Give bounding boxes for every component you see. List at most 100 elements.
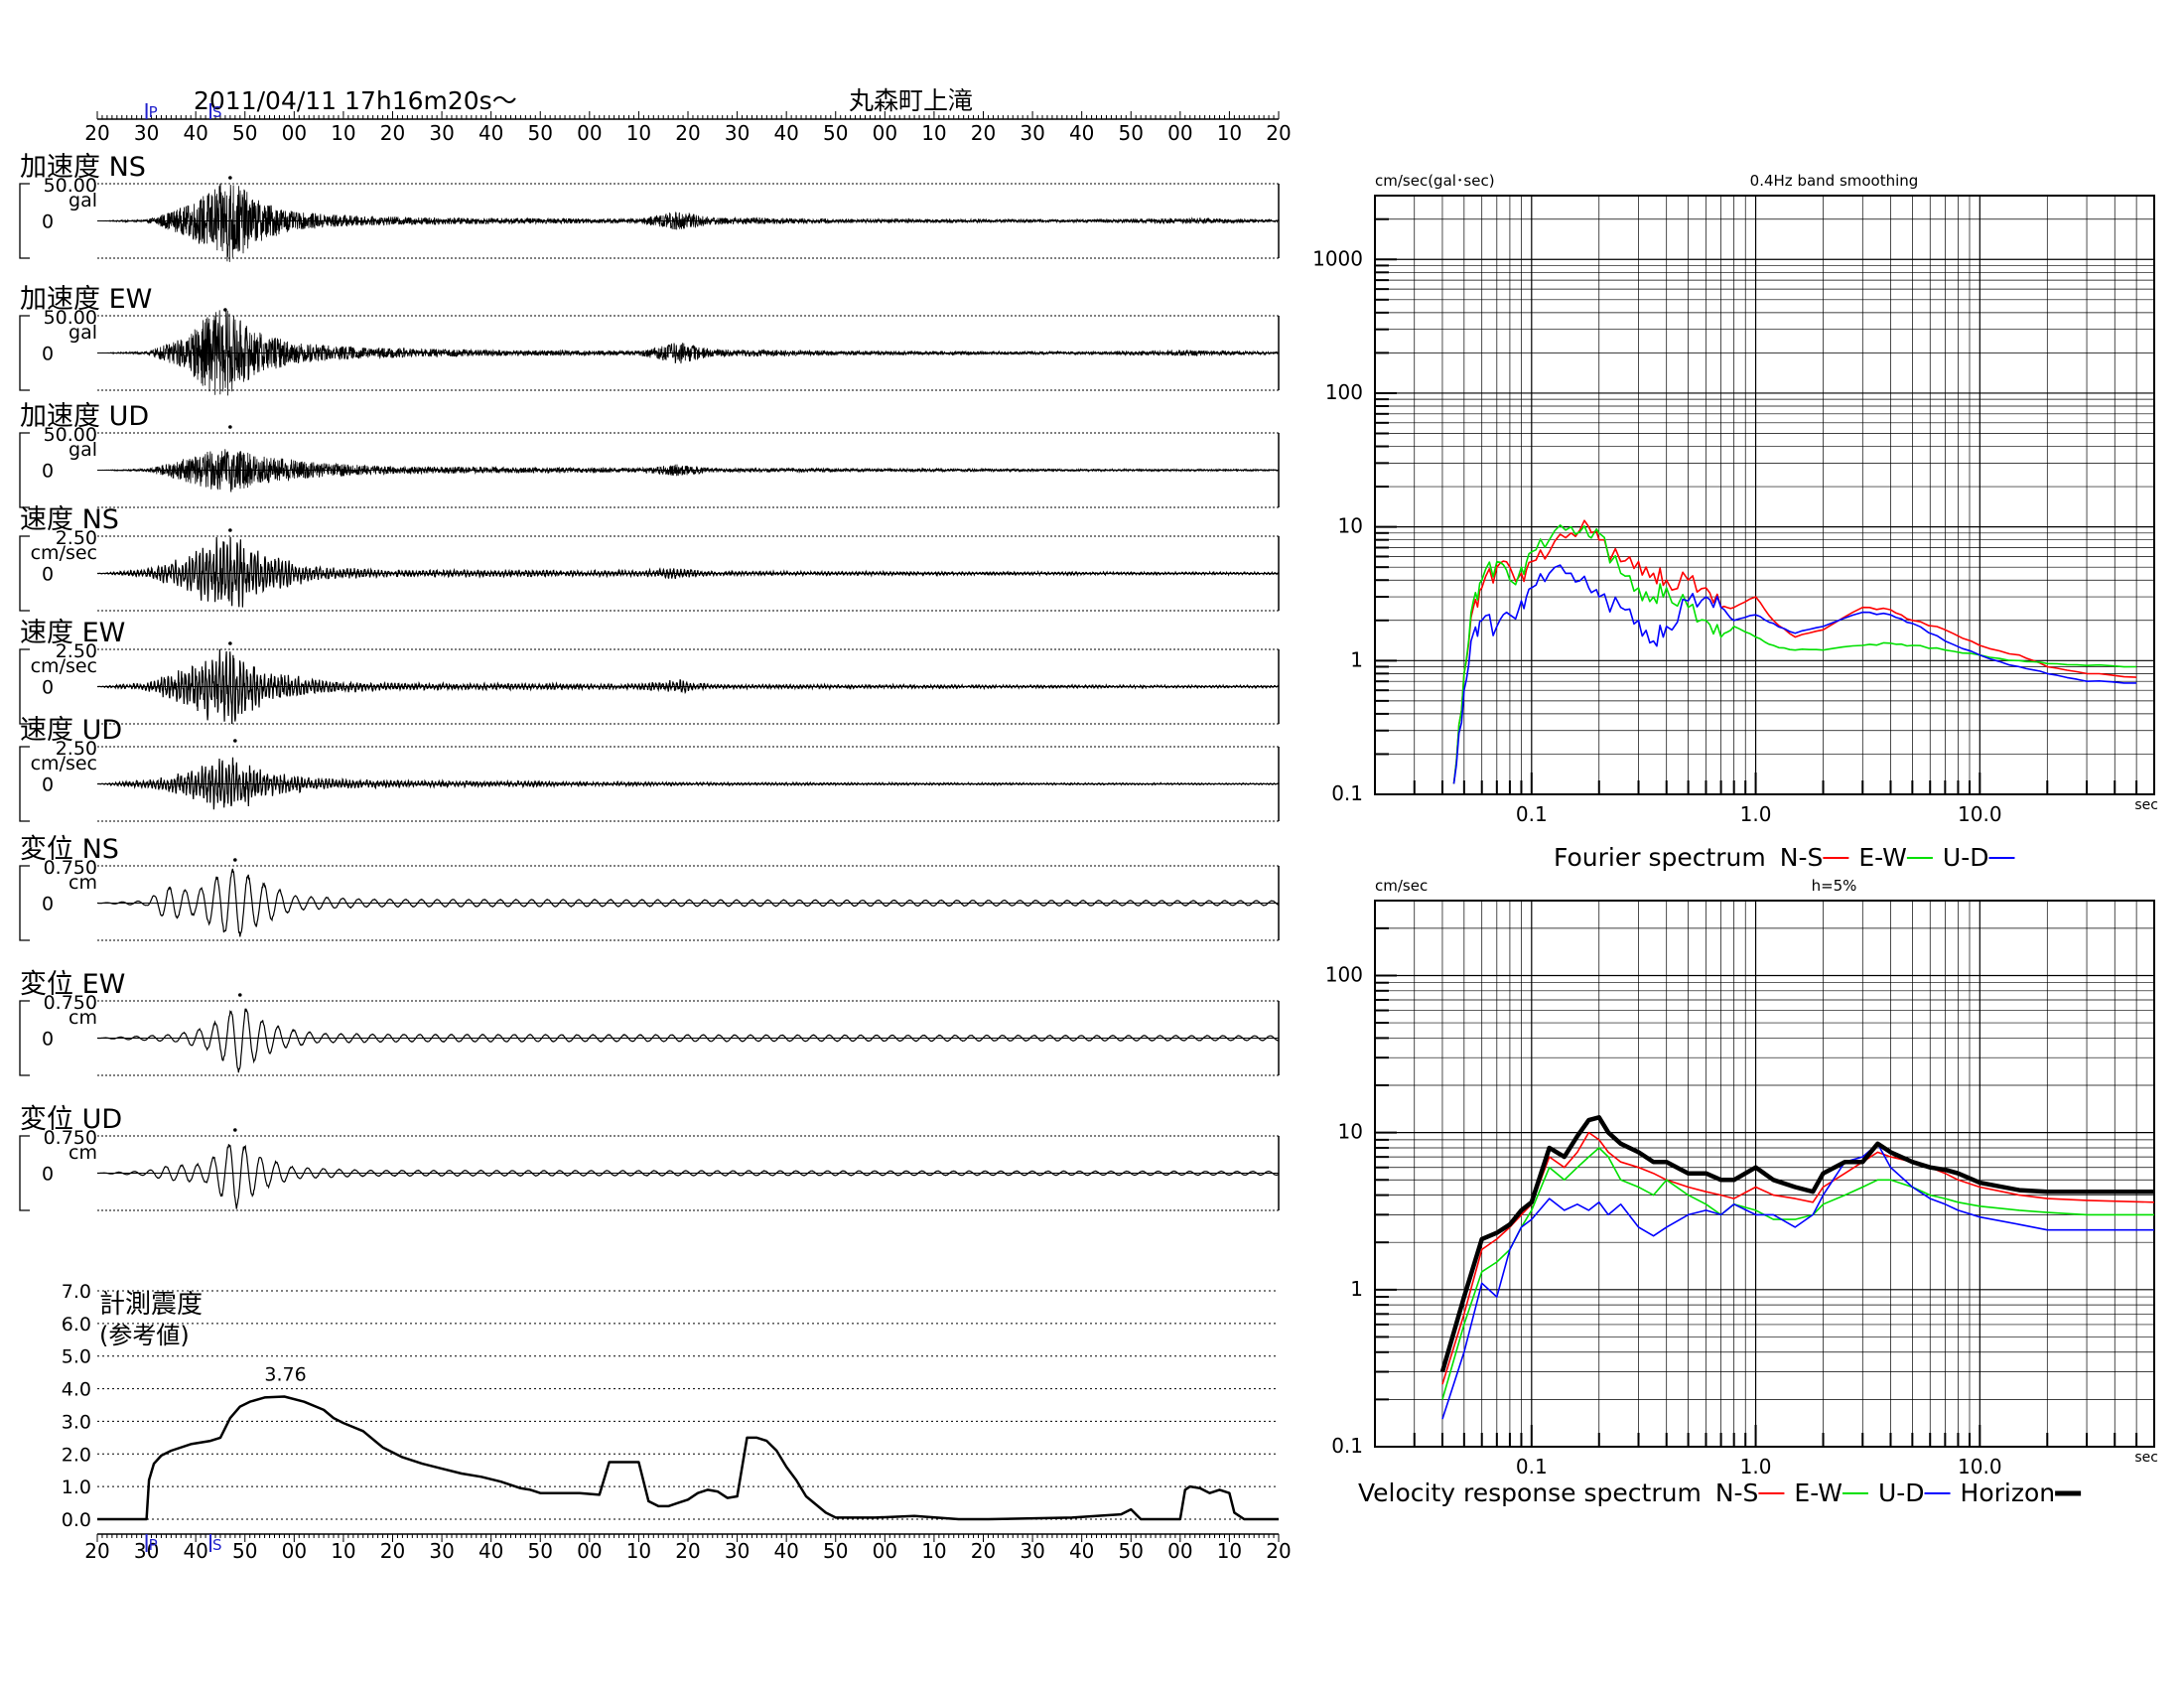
- series-u-d-line: [1441, 1143, 2154, 1420]
- trace-peak-marker: [228, 641, 232, 645]
- trace-title: 速度 EW: [20, 618, 125, 648]
- top-axis-tick-label: 00: [577, 121, 602, 145]
- bottom-axis-p-marker-label: P: [149, 1536, 158, 1554]
- x-tick-label: 1.0: [1740, 1455, 1772, 1478]
- trace-peak-marker: [223, 308, 227, 312]
- trace-zero: 0: [42, 461, 54, 483]
- y-tick-label: 1: [1350, 647, 1363, 671]
- series-horizon-line: [1439, 1115, 2154, 1373]
- trace-bracket: [19, 865, 30, 941]
- bottom-axis-tick-label: 40: [478, 1539, 503, 1563]
- bottom-axis-tick-label: 10: [626, 1539, 651, 1563]
- trace-zero: 0: [42, 894, 54, 915]
- trace-title: 加速度 EW: [20, 284, 152, 315]
- bottom-axis-tick-label: 20: [380, 1539, 405, 1563]
- top-axis-tick-label: 30: [429, 121, 454, 145]
- bottom-axis-tick-label: 50: [823, 1539, 848, 1563]
- y-axis-label: cm/sec: [1375, 877, 1428, 895]
- top-axis-tick-label: 00: [873, 121, 897, 145]
- top-axis-tick-label: 40: [1069, 121, 1094, 145]
- x-tick-label: 0.1: [1516, 802, 1548, 826]
- bottom-axis-tick-label: 00: [1167, 1539, 1192, 1563]
- top-axis-tick-label: 20: [675, 121, 700, 145]
- bottom-axis-tick-label: 10: [331, 1539, 355, 1563]
- series-e-w-line: [1452, 524, 2137, 784]
- trace-unit: cm: [68, 1142, 97, 1164]
- trace-zero: 0: [42, 344, 54, 365]
- trace-zero: 0: [42, 564, 54, 586]
- x-unit-label: sec: [2134, 1450, 2158, 1466]
- intensity-ytick-label: 1.0: [62, 1477, 91, 1498]
- bottom-axis-tick-label: 10: [921, 1539, 946, 1563]
- intensity-ytick-label: 3.0: [62, 1411, 91, 1433]
- trace-peak-marker: [233, 1128, 237, 1132]
- y-tick-label: 1: [1350, 1277, 1363, 1301]
- trace-title: 変位 UD: [20, 1104, 122, 1135]
- legend-title: Velocity response spectrum: [1358, 1478, 1702, 1507]
- top-axis-tick-label: 30: [134, 121, 159, 145]
- bottom-axis-tick-label: 50: [232, 1539, 257, 1563]
- trace-bracket: [19, 1000, 30, 1076]
- intensity-ytick-label: 5.0: [62, 1346, 91, 1368]
- intensity-peak-label: 3.76: [264, 1363, 306, 1385]
- trace-peak-marker: [228, 425, 232, 429]
- legend-item-label: E-W: [1794, 1478, 1843, 1507]
- velocity-response-panel: 0.1 1 10 100 0.1 1.0 10.0 sec cm/sec h=5% Velocity…: [1325, 877, 2158, 1507]
- bottom-axis-tick-label: 30: [429, 1539, 454, 1563]
- trace-waveform: [97, 310, 1280, 396]
- trace-scale: 2.50: [56, 527, 97, 549]
- bottom-axis-tick-label: 30: [1020, 1539, 1044, 1563]
- bottom-axis-tick-label: 00: [282, 1539, 307, 1563]
- trace-bracket: [19, 315, 30, 391]
- intensity-ytick-label: 4.0: [62, 1379, 91, 1401]
- intensity-subtitle: (参考値): [99, 1322, 190, 1349]
- top-axis-tick-label: 20: [84, 121, 109, 145]
- bottom-axis-tick-label: 20: [675, 1539, 700, 1563]
- panel-note: 0.4Hz band smoothing: [1750, 172, 1919, 190]
- trace-peak-marker: [237, 993, 242, 997]
- top-axis-tick-label: 40: [478, 121, 503, 145]
- trace-title: 加速度 UD: [20, 401, 149, 432]
- trace-scale: 50.00: [44, 175, 97, 197]
- trace-peak-marker: [228, 528, 232, 532]
- top-axis-tick-label: 10: [921, 121, 946, 145]
- y-tick-label: 1000: [1312, 246, 1363, 270]
- trace-bracket: [19, 432, 30, 508]
- top-axis-tick-label: 50: [232, 121, 257, 145]
- trace-scale: 2.50: [56, 738, 97, 760]
- top-axis-tick-label: 00: [1167, 121, 1192, 145]
- panel-frame: [1374, 195, 2155, 795]
- trace-unit: cm/sec: [31, 542, 97, 564]
- top-axis-p-marker-label: P: [149, 103, 158, 121]
- trace-scale: 50.00: [44, 307, 97, 329]
- intensity-ytick-label: 7.0: [62, 1281, 91, 1303]
- bottom-axis-tick-label: 40: [183, 1539, 207, 1563]
- trace-title: 加速度 NS: [20, 152, 146, 183]
- bottom-axis-tick-label: 40: [1069, 1539, 1094, 1563]
- station-name: 丸森町上滝: [849, 86, 973, 115]
- legend-item-label: E-W: [1858, 843, 1907, 872]
- legend-title: Fourier spectrum: [1554, 843, 1766, 872]
- top-axis-tick-label: 10: [626, 121, 651, 145]
- bottom-axis-s-marker-label: S: [212, 1536, 222, 1554]
- bottom-axis-tick-label: 30: [725, 1539, 750, 1563]
- trace-zero: 0: [42, 1164, 54, 1186]
- x-tick-label: 10.0: [1958, 802, 2002, 826]
- intensity-ytick-label: 6.0: [62, 1314, 91, 1336]
- trace-scale: 0.750: [44, 1127, 97, 1149]
- trace-unit: cm/sec: [31, 655, 97, 677]
- trace-bracket: [19, 183, 30, 259]
- trace-title: 変位 NS: [20, 834, 119, 865]
- trace-scale: 0.750: [44, 992, 97, 1014]
- trace-bracket: [19, 648, 30, 725]
- trace-zero: 0: [42, 677, 54, 699]
- trace-unit: cm: [68, 872, 97, 894]
